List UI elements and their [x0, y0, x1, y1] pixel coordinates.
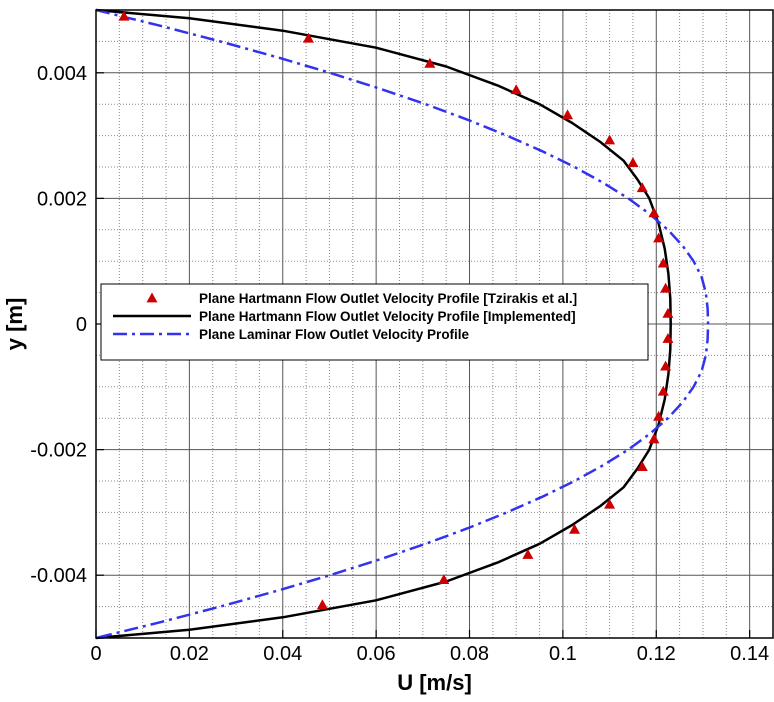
data-point-triangle — [636, 182, 648, 193]
data-point-triangle — [604, 498, 616, 509]
data-point-triangle — [636, 461, 648, 471]
data-point-triangle — [438, 574, 450, 584]
legend-entry: Plane Hartmann Flow Outlet Velocity Prof… — [146, 291, 577, 306]
x-tick-label: 0.06 — [357, 643, 396, 665]
series-layer — [95, 8, 710, 640]
legend: Plane Hartmann Flow Outlet Velocity Prof… — [100, 283, 649, 361]
data-point-triangle — [657, 385, 669, 396]
y-tick-label: 0 — [76, 314, 87, 336]
data-point-triangle — [662, 332, 674, 343]
data-point-triangle — [562, 109, 574, 120]
x-tick-label: 0.04 — [263, 643, 302, 665]
data-point-triangle — [510, 84, 522, 95]
x-tick-label: 0.08 — [450, 643, 489, 665]
data-point-triangle — [660, 360, 672, 371]
y-tick-label: 0.004 — [37, 63, 87, 85]
data-point-triangle — [316, 599, 328, 610]
legend-swatch-triangle — [146, 292, 158, 303]
data-point-triangle — [648, 433, 660, 444]
series-line-1 — [95, 8, 672, 640]
data-point-triangle — [118, 10, 130, 21]
data-point-triangle — [522, 548, 534, 559]
data-point-triangle — [627, 157, 639, 168]
data-point-triangle — [660, 282, 672, 293]
data-point-triangle — [657, 257, 669, 268]
data-point-triangle — [604, 134, 616, 145]
legend-label: Plane Laminar Flow Outlet Velocity Profi… — [199, 327, 470, 342]
legend-entry: Plane Hartmann Flow Outlet Velocity Prof… — [113, 309, 576, 324]
legend-label: Plane Hartmann Flow Outlet Velocity Prof… — [199, 291, 577, 306]
legend-entry: Plane Laminar Flow Outlet Velocity Profi… — [113, 327, 470, 342]
legend-entries: Plane Hartmann Flow Outlet Velocity Prof… — [113, 291, 577, 342]
series-markers-0 — [118, 10, 674, 610]
x-tick-labels: 0 0.02 0.04 0.06 0.08 0.1 0.12 0.14 — [90, 643, 769, 665]
y-tick-labels: -0.004 -0.002 0 0.002 0.004 — [30, 63, 87, 587]
y-axis-title: y [m] — [2, 298, 27, 351]
x-tick-label: 0.12 — [637, 643, 676, 665]
x-tick-label: 0.1 — [549, 643, 577, 665]
legend-box — [100, 283, 649, 361]
legend-label: Plane Hartmann Flow Outlet Velocity Prof… — [199, 309, 576, 324]
x-axis-title: U [m/s] — [397, 670, 472, 695]
tick-marks — [95, 72, 751, 638]
y-tick-label: -0.002 — [30, 440, 87, 462]
y-tick-label: 0.002 — [37, 188, 87, 210]
series-line-2 — [95, 8, 710, 640]
data-point-triangle — [424, 57, 436, 68]
y-tick-label: -0.004 — [30, 565, 87, 587]
data-point-triangle — [648, 207, 660, 218]
x-tick-label: 0 — [90, 643, 101, 665]
data-point-triangle — [662, 307, 674, 318]
x-tick-label: 0.02 — [170, 643, 209, 665]
data-point-triangle — [569, 523, 581, 534]
data-point-triangle — [653, 410, 665, 421]
x-tick-label: 0.14 — [730, 643, 769, 665]
data-point-triangle — [653, 232, 665, 243]
data-point-triangle — [302, 32, 314, 43]
